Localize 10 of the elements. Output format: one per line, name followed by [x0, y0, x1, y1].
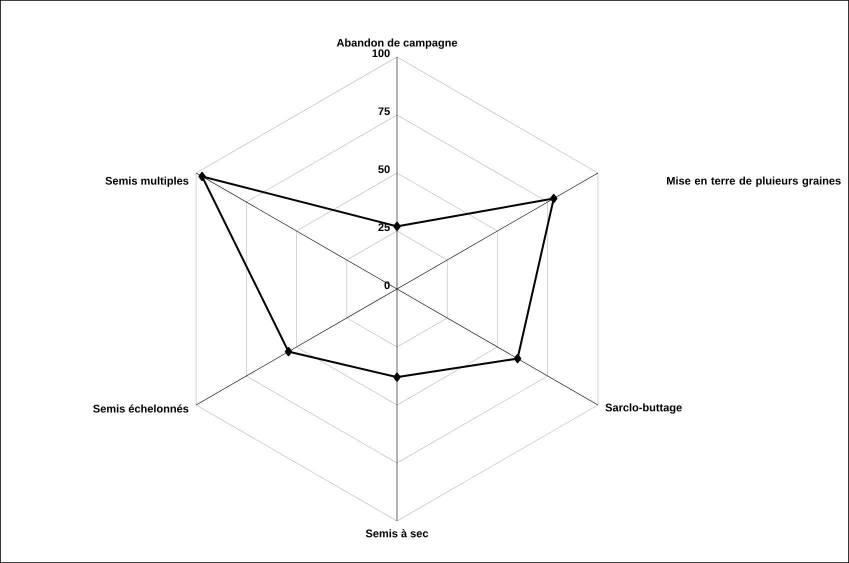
y-tick-label: 100 — [372, 49, 390, 58]
spoke-label: Semis à sec — [366, 529, 428, 538]
spoke-label: Mise en terre de pluieurs graines — [667, 176, 841, 187]
y-tick-label: 0 — [384, 281, 390, 290]
y-tick-label: 50 — [378, 165, 390, 174]
spoke-label: Semis échelonnés — [93, 404, 188, 413]
y-tick-label: 75 — [378, 107, 390, 116]
spoke-label: Sarclo-buttage — [605, 403, 682, 414]
spoke-label: Semis multiples — [105, 176, 188, 187]
spoke-label: Abandon de campagne — [336, 38, 458, 49]
